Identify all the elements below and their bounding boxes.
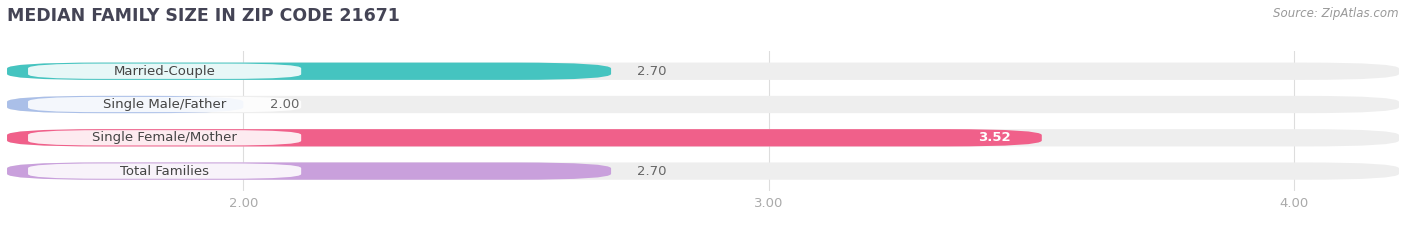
Text: Single Male/Father: Single Male/Father: [103, 98, 226, 111]
Text: Total Families: Total Families: [120, 164, 209, 178]
FancyBboxPatch shape: [28, 163, 301, 179]
FancyBboxPatch shape: [28, 64, 301, 79]
Text: 2.00: 2.00: [270, 98, 299, 111]
Text: Source: ZipAtlas.com: Source: ZipAtlas.com: [1274, 7, 1399, 20]
FancyBboxPatch shape: [7, 129, 1399, 147]
FancyBboxPatch shape: [7, 129, 1042, 147]
Text: Single Female/Mother: Single Female/Mother: [93, 131, 238, 144]
Text: 2.70: 2.70: [637, 164, 666, 178]
Text: 2.70: 2.70: [637, 65, 666, 78]
FancyBboxPatch shape: [28, 130, 301, 145]
FancyBboxPatch shape: [7, 96, 243, 113]
FancyBboxPatch shape: [7, 63, 1399, 80]
FancyBboxPatch shape: [7, 63, 612, 80]
FancyBboxPatch shape: [28, 97, 301, 112]
Text: Married-Couple: Married-Couple: [114, 65, 215, 78]
FancyBboxPatch shape: [7, 162, 1399, 180]
FancyBboxPatch shape: [7, 162, 612, 180]
Text: MEDIAN FAMILY SIZE IN ZIP CODE 21671: MEDIAN FAMILY SIZE IN ZIP CODE 21671: [7, 7, 399, 25]
Text: 3.52: 3.52: [977, 131, 1011, 144]
FancyBboxPatch shape: [7, 96, 1399, 113]
